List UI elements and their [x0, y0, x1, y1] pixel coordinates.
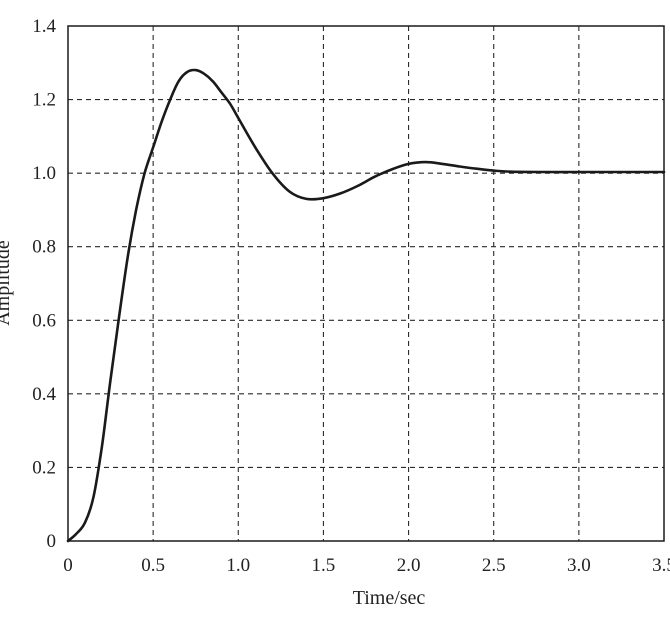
plot-frame: [67, 25, 665, 542]
y-tick-label: 0.8: [32, 237, 56, 258]
y-tick-label: 0.4: [32, 384, 56, 405]
x-axis-title: Time/sec: [353, 587, 426, 609]
x-tick-label: 2.5: [482, 555, 506, 576]
x-tick-label: 2.0: [397, 555, 421, 576]
y-axis-title: Amplitude: [0, 240, 14, 326]
x-tick-label: 1.0: [226, 555, 250, 576]
series-layer: [66, 68, 666, 543]
y-tick-label: 0.2: [32, 457, 56, 478]
y-tick-label: 1.2: [32, 90, 56, 111]
step-response-line: [66, 68, 666, 543]
y-tick-label: 0: [47, 531, 57, 552]
grid-lines: [68, 26, 664, 541]
y-tick-label: 1.0: [32, 163, 56, 184]
y-tick-label: 0.6: [32, 310, 56, 331]
x-tick-label: 1.5: [312, 555, 336, 576]
x-tick-label: 3.0: [567, 555, 591, 576]
y-tick-labels: 0 0.2 0.4 0.6 0.8 1.0 1.2 1.4: [32, 16, 56, 552]
x-tick-labels: 0 0.5 1.0 1.5 2.0 2.5 3.0 3.5: [63, 555, 670, 576]
y-tick-label: 1.4: [32, 16, 56, 37]
x-tick-label: 0: [63, 555, 73, 576]
x-tick-label: 3.5: [652, 555, 670, 576]
x-tick-label: 0.5: [141, 555, 165, 576]
